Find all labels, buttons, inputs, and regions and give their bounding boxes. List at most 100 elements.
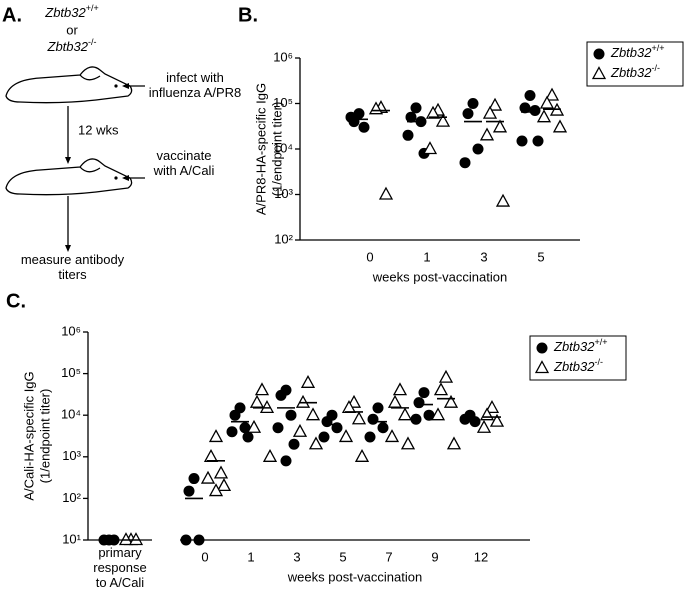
data-point xyxy=(364,431,376,443)
genotype: Zbtb32+/+ xyxy=(44,3,99,20)
y-tick-label: 10¹ xyxy=(62,531,81,546)
x-tick-label: 0 xyxy=(201,549,208,564)
y-tick-label: 10⁴ xyxy=(273,140,293,155)
mouse xyxy=(5,66,133,104)
data-point xyxy=(200,470,216,484)
data-point xyxy=(384,429,400,443)
data-point xyxy=(180,534,192,546)
data-point xyxy=(425,105,441,119)
data-point xyxy=(229,409,241,421)
data-point xyxy=(203,448,219,462)
legend-label: Zbtb32+/+ xyxy=(553,337,608,354)
data-point xyxy=(259,400,275,414)
data-point xyxy=(280,455,292,467)
data-point xyxy=(446,436,462,450)
data-point xyxy=(435,113,451,127)
legend-label: Zbtb32-/- xyxy=(610,63,660,80)
data-point xyxy=(308,436,324,450)
data-point xyxy=(288,438,300,450)
y-tick-label: 10⁴ xyxy=(61,407,81,422)
data-point xyxy=(249,394,265,408)
data-point xyxy=(188,473,200,485)
legend-marker xyxy=(534,360,550,374)
chart: C. 10¹ 10² 10³ 10⁴ 10⁵ 10⁶ A/Cali-HA-specific I… xyxy=(6,290,627,590)
step: measure antibody titers xyxy=(20,252,125,282)
data-point xyxy=(516,135,528,147)
data-point xyxy=(377,422,389,434)
legend-marker xyxy=(591,66,607,80)
y-tick-label: 10⁵ xyxy=(273,95,293,110)
data-point xyxy=(479,127,495,141)
data-point xyxy=(476,419,492,433)
x-tick-label: 5 xyxy=(537,249,544,264)
y-tick-label: 10² xyxy=(274,231,293,246)
data-point xyxy=(305,407,321,421)
y-axis-label: A/Cali-HA-specific IgG xyxy=(21,371,36,500)
arrowhead xyxy=(122,175,129,181)
data-point xyxy=(413,397,425,409)
data-point xyxy=(459,157,471,169)
genotype: Zbtb32-/- xyxy=(47,37,97,54)
panel-label: C. xyxy=(6,290,26,312)
data-point xyxy=(492,119,508,133)
x-tick-label: 9 xyxy=(431,549,438,564)
data-point xyxy=(423,409,435,421)
data-point xyxy=(544,87,560,101)
interval: 12 wks xyxy=(78,122,119,137)
arrowhead xyxy=(65,157,71,164)
data-point xyxy=(183,485,195,497)
data-point xyxy=(338,429,354,443)
panel-label: A. xyxy=(2,4,22,26)
x-axis-label: weeks post-vaccination xyxy=(287,569,422,584)
data-point xyxy=(226,426,238,438)
legend-marker xyxy=(593,48,605,60)
data-point xyxy=(410,413,422,425)
data-point xyxy=(482,105,498,119)
data-point xyxy=(462,108,474,120)
legend-label: Zbtb32-/- xyxy=(553,357,603,374)
arrowhead xyxy=(65,245,71,252)
data-point xyxy=(208,483,224,497)
data-point xyxy=(300,374,316,388)
data-point xyxy=(430,407,446,421)
or-text: or xyxy=(66,22,78,37)
y-tick-label: 10² xyxy=(62,490,81,505)
data-point xyxy=(422,141,438,155)
legend-label: Zbtb32+/+ xyxy=(610,43,665,60)
data-point xyxy=(532,135,544,147)
data-point xyxy=(295,394,311,408)
data-point xyxy=(378,186,394,200)
x-tick-label: 5 xyxy=(339,549,346,564)
data-point xyxy=(118,532,134,546)
data-point xyxy=(272,422,284,434)
data-point xyxy=(367,413,379,425)
x-tick-label: 3 xyxy=(293,549,300,564)
data-point xyxy=(193,534,205,546)
data-point xyxy=(321,416,333,428)
data-point xyxy=(410,102,422,114)
data-point xyxy=(254,382,270,396)
step: infect with influenza A/PR8 xyxy=(148,70,242,100)
data-point xyxy=(292,423,308,437)
data-point xyxy=(387,394,403,408)
data-point xyxy=(524,89,536,101)
y-tick-label: 10⁶ xyxy=(61,323,81,338)
data-point xyxy=(495,193,511,207)
data-point xyxy=(213,465,229,479)
x-tick-label: 7 xyxy=(385,549,392,564)
mouse xyxy=(5,158,133,196)
x-tick-label: primary response to A/Cali xyxy=(93,545,147,590)
data-point xyxy=(529,105,541,117)
data-point xyxy=(469,416,481,428)
data-point xyxy=(433,382,449,396)
panel-label: B. xyxy=(238,4,258,26)
x-tick-label: 1 xyxy=(247,549,254,564)
data-point xyxy=(484,400,500,414)
step: vaccinate with A/Cali xyxy=(153,148,215,178)
data-point xyxy=(552,119,568,133)
data-point xyxy=(216,478,232,492)
chart: B. 10² 10³ 10⁴ 10⁵ 10⁶ A/PR8-HA-specific IgG (1… xyxy=(238,4,684,284)
data-point xyxy=(519,102,531,114)
x-tick-label: 12 xyxy=(474,549,488,564)
